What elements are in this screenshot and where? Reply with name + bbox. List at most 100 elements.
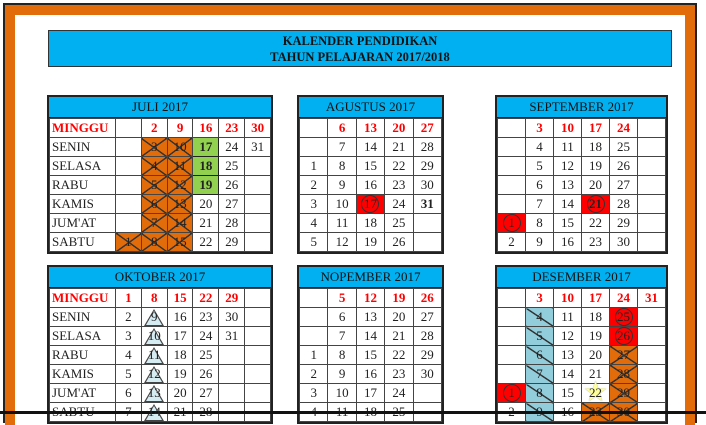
date-cell: 19 bbox=[166, 364, 194, 384]
date-number: 27 bbox=[199, 385, 213, 400]
date-cell: 13 bbox=[355, 118, 386, 138]
date-number: 7 bbox=[150, 215, 158, 230]
date-number: 26 bbox=[614, 327, 633, 345]
date-number: 24 bbox=[617, 120, 630, 135]
date-cell: 20 bbox=[192, 194, 220, 214]
week-day-row: 3 10 17 24 bbox=[298, 383, 443, 403]
date-number: 4 bbox=[536, 139, 543, 154]
empty-cell bbox=[497, 118, 526, 138]
date-number: 16 bbox=[173, 309, 187, 324]
date-number: 22 bbox=[199, 234, 213, 249]
date-number: 1 bbox=[502, 384, 521, 402]
date-number: 11 bbox=[561, 309, 574, 324]
date-number: 30 bbox=[251, 120, 265, 135]
date-number: 17 bbox=[589, 290, 602, 305]
date-cell: 22 bbox=[581, 213, 610, 233]
date-number: 23 bbox=[392, 177, 406, 192]
date-number: 12 bbox=[335, 234, 349, 249]
sunday-row: 6 13 20 27 bbox=[298, 118, 443, 138]
date-cell: 26 bbox=[218, 175, 246, 195]
date-cell: 8 bbox=[140, 288, 168, 308]
date-number: 20 bbox=[173, 385, 187, 400]
empty-cell bbox=[244, 364, 271, 384]
date-cell: 29 bbox=[609, 383, 638, 403]
date-number: 2 bbox=[310, 366, 317, 381]
date-number: 7 bbox=[338, 139, 346, 154]
empty-cell bbox=[244, 326, 271, 346]
date-number: 18 bbox=[363, 215, 377, 230]
empty-cell bbox=[637, 118, 666, 138]
date-cell: 3 bbox=[298, 194, 329, 214]
date-cell: 24 bbox=[384, 383, 414, 403]
date-cell: 29 bbox=[412, 345, 443, 365]
date-cell: 15 bbox=[355, 156, 386, 176]
day-label: JUM'AT bbox=[49, 383, 116, 403]
date-cell: 4 bbox=[525, 137, 554, 157]
date-cell: 2 bbox=[497, 232, 526, 252]
month-juli: JULI 2017 MINGGU 2 9 16 23 30 SENIN 3 10 17 24 31 SEL… bbox=[47, 95, 273, 254]
date-cell: 18 bbox=[192, 156, 220, 176]
title-line-1: KALENDER PENDIDIKAN bbox=[282, 34, 438, 48]
date-cell: 29 bbox=[218, 232, 246, 252]
date-number: 23 bbox=[392, 366, 406, 381]
date-cell: 15 bbox=[553, 383, 582, 403]
date-number: 25 bbox=[614, 308, 633, 326]
date-cell: 26 bbox=[192, 364, 220, 384]
date-number: 3 bbox=[125, 328, 132, 343]
date-cell: 6 bbox=[525, 175, 554, 195]
date-number: 13 bbox=[173, 196, 187, 211]
date-number: 19 bbox=[589, 158, 602, 173]
date-number: 9 bbox=[338, 177, 346, 192]
date-cell: 29 bbox=[412, 156, 443, 176]
date-number: 6 bbox=[338, 309, 346, 324]
date-number: 20 bbox=[392, 120, 406, 135]
week-day-row: 1 8 15 22 29 bbox=[298, 345, 443, 365]
week-day-row: 7 14 21 28 bbox=[497, 364, 666, 384]
day-label: JUM'AT bbox=[49, 213, 116, 233]
empty-cell bbox=[244, 345, 271, 365]
date-cell: 14 bbox=[553, 364, 582, 384]
date-cell: 2 bbox=[140, 118, 168, 138]
date-cell: 25 bbox=[384, 213, 414, 233]
empty-cell bbox=[298, 288, 329, 308]
date-number: 13 bbox=[561, 347, 574, 362]
date-number: 28 bbox=[420, 139, 434, 154]
date-number: 4 bbox=[310, 215, 317, 230]
date-cell: 7 bbox=[327, 137, 357, 157]
date-number: 21 bbox=[392, 139, 406, 154]
week-day-row: SABTU 1 8 15 22 29 bbox=[49, 232, 271, 252]
date-cell: 16 bbox=[553, 232, 582, 252]
date-cell: 27 bbox=[412, 118, 443, 138]
date-number: 24 bbox=[392, 196, 406, 211]
date-cell: 27 bbox=[412, 307, 443, 327]
month-desember: DESEMBER 2017 3 10 17 24 31 4 11 18 25 5 12 19 26 6 13 2… bbox=[495, 265, 668, 424]
date-cell: 13 bbox=[553, 345, 582, 365]
date-cell: 28 bbox=[218, 213, 246, 233]
date-cell: 7 bbox=[525, 364, 554, 384]
date-number: 9 bbox=[176, 120, 184, 135]
date-cell: 30 bbox=[609, 232, 638, 252]
date-number: 18 bbox=[199, 158, 213, 173]
empty-cell bbox=[244, 307, 271, 327]
date-number: 8 bbox=[338, 347, 346, 362]
date-cell: 11 bbox=[166, 156, 194, 176]
empty-cell bbox=[497, 345, 526, 365]
date-number: 6 bbox=[536, 347, 543, 362]
month-oktober: OKTOBER 2017 MINGGU 1 8 15 22 29 SENIN 2 9 16 23 30 S… bbox=[47, 265, 273, 424]
month-title: AGUSTUS 2017 bbox=[299, 97, 442, 118]
date-number: 1 bbox=[310, 347, 317, 362]
date-number: 11 bbox=[561, 139, 574, 154]
empty-cell bbox=[497, 137, 526, 157]
date-cell: 30 bbox=[412, 364, 443, 384]
date-cell: 18 bbox=[581, 307, 610, 327]
date-number: 5 bbox=[310, 234, 317, 249]
date-number: 12 bbox=[173, 177, 187, 192]
date-number: 15 bbox=[363, 158, 377, 173]
date-number: 11 bbox=[173, 158, 187, 173]
date-number: 25 bbox=[392, 215, 406, 230]
date-number: 21 bbox=[586, 195, 605, 213]
day-label: RABU bbox=[49, 175, 116, 195]
date-cell: 9 bbox=[525, 232, 554, 252]
date-number: 28 bbox=[617, 366, 630, 381]
date-cell: 12 bbox=[166, 175, 194, 195]
